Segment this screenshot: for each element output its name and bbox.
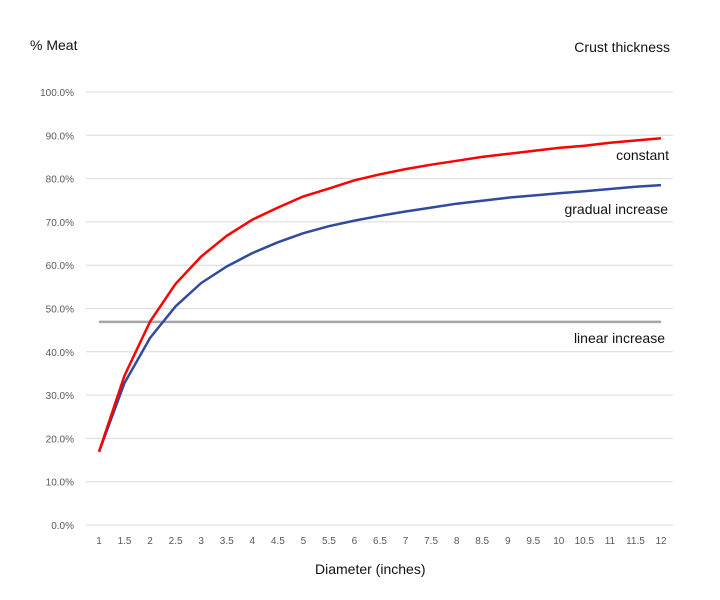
x-tick-label: 11.5	[626, 536, 645, 547]
x-tick-label: 5.5	[322, 536, 336, 547]
x-tick-label: 9	[505, 536, 511, 547]
series-label-constant: constant	[616, 147, 669, 163]
y-tick-label: 0.0%	[51, 521, 74, 532]
x-tick-label: 6	[352, 536, 358, 547]
y-tick-label: 20.0%	[46, 434, 74, 445]
x-tick-label: 4.5	[271, 536, 285, 547]
x-tick-label: 2	[147, 536, 153, 547]
x-tick-label: 3.5	[220, 536, 234, 547]
x-tick-label: 4	[249, 536, 255, 547]
y-tick-label: 80.0%	[46, 175, 74, 186]
x-tick-label: 9.5	[526, 536, 540, 547]
x-tick-label: 10.5	[575, 536, 595, 547]
x-tick-label: 1.5	[118, 536, 132, 547]
y-axis-title: % Meat	[30, 37, 78, 53]
x-tick-label: 10	[553, 536, 565, 547]
series-label-gradual-increase: gradual increase	[564, 201, 668, 217]
x-tick-label: 11	[605, 536, 616, 547]
y-tick-label: 50.0%	[46, 305, 74, 316]
y-tick-label: 40.0%	[46, 348, 74, 359]
x-tick-label: 5	[301, 536, 307, 547]
x-tick-label: 8.5	[475, 536, 489, 547]
x-tick-label: 12	[655, 536, 667, 547]
y-tick-label: 100.0%	[40, 88, 74, 99]
x-tick-label: 1	[96, 536, 102, 547]
y-tick-label: 90.0%	[46, 131, 74, 142]
series-line-constant	[97, 137, 662, 453]
x-tick-label: 7	[403, 536, 409, 547]
x-tick-label: 2.5	[169, 536, 183, 547]
x-axis-title: Diameter (inches)	[315, 561, 426, 577]
series-line-gradual-increase	[97, 183, 662, 453]
x-tick-label: 8	[454, 536, 460, 547]
series-label-linear-increase: linear increase	[573, 330, 665, 346]
x-tick-label: 6.5	[373, 536, 387, 547]
chart-title: Crust thickness	[574, 39, 670, 55]
y-tick-label: 30.0%	[46, 391, 74, 402]
y-tick-label: 10.0%	[46, 478, 74, 489]
x-tick-label: 7.5	[424, 536, 438, 547]
x-tick-label: 3	[198, 536, 204, 547]
y-tick-label: 60.0%	[46, 261, 74, 272]
y-tick-label: 70.0%	[46, 218, 74, 229]
